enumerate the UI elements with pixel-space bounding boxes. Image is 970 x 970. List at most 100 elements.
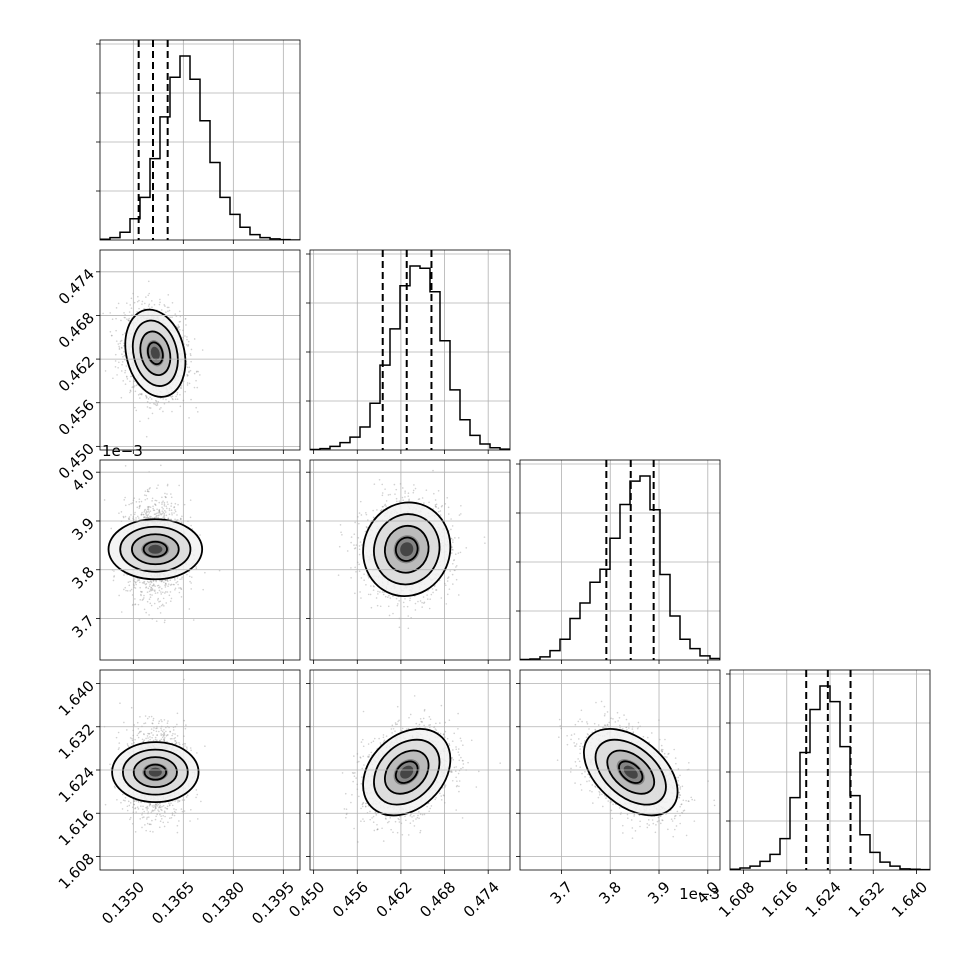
scatter-point xyxy=(161,496,163,499)
scatter-point xyxy=(146,580,149,583)
scatter-point xyxy=(372,585,375,587)
scatter-point xyxy=(180,588,183,591)
scatter-point xyxy=(147,508,150,511)
scatter-point xyxy=(120,319,122,322)
scatter-point xyxy=(149,588,152,591)
scatter-point xyxy=(157,597,160,600)
scatter-point xyxy=(140,591,143,593)
scatter-point xyxy=(160,513,162,515)
scatter-point xyxy=(168,400,170,403)
scatter-point xyxy=(147,417,150,420)
scatter-point xyxy=(149,396,151,399)
scatter-point xyxy=(122,515,125,518)
scatter-point xyxy=(140,593,142,596)
scatter-point xyxy=(134,406,136,409)
scatter-point xyxy=(143,594,145,597)
scatter-point xyxy=(119,340,122,343)
scatter-point xyxy=(150,398,153,400)
scatter-point xyxy=(125,375,128,378)
scatter-point xyxy=(131,386,134,389)
scatter-point xyxy=(143,516,145,519)
scatter-point xyxy=(146,511,148,513)
scatter-point xyxy=(182,380,185,383)
scatter-point xyxy=(176,514,178,516)
scatter-point xyxy=(168,513,171,516)
scatter-point xyxy=(142,598,144,601)
scatter-point xyxy=(111,318,114,320)
scatter-point xyxy=(423,601,426,604)
scatter-point xyxy=(146,591,149,593)
scatter-point xyxy=(357,536,360,539)
scatter-point xyxy=(127,319,130,322)
scatter-point xyxy=(177,324,180,326)
scatter-point xyxy=(452,541,454,544)
scatter-point xyxy=(149,602,152,605)
scatter-point xyxy=(157,516,159,519)
scatter-point xyxy=(147,294,150,297)
scatter-point xyxy=(168,509,171,512)
scatter-point xyxy=(446,496,449,499)
scatter-point xyxy=(161,510,164,512)
scatter-point xyxy=(137,394,140,396)
scatter-point xyxy=(346,550,349,552)
scatter-point xyxy=(190,348,193,351)
scatter-point xyxy=(384,503,387,506)
scatter-point xyxy=(165,591,167,593)
scatter-point xyxy=(413,484,415,486)
scatter-point xyxy=(146,401,149,403)
scatter-point xyxy=(154,503,156,505)
scatter-point xyxy=(178,321,181,323)
scatter-point xyxy=(189,580,191,583)
scatter-point xyxy=(153,517,156,519)
scatter-point xyxy=(444,584,447,587)
scatter-point xyxy=(163,512,166,515)
scatter-point xyxy=(131,604,134,606)
scatter-point xyxy=(123,574,125,576)
scatter-point xyxy=(147,398,150,400)
scatter-point xyxy=(158,509,160,512)
scatter-point xyxy=(143,509,146,512)
scatter-point xyxy=(440,505,443,508)
scatter-point xyxy=(125,365,128,367)
density-shade xyxy=(150,346,160,360)
scatter-point xyxy=(179,586,182,589)
scatter-point xyxy=(126,318,128,320)
scatter-point xyxy=(353,547,356,550)
scatter-point xyxy=(148,614,150,616)
scatter-point xyxy=(175,395,177,398)
scatter-point xyxy=(365,513,368,516)
scatter-point xyxy=(148,590,151,593)
scatter-point xyxy=(186,366,189,369)
scatter-point xyxy=(129,375,132,378)
scatter-point xyxy=(143,307,145,310)
scatter-point xyxy=(116,374,118,376)
scatter-point xyxy=(163,581,165,584)
scatter-point xyxy=(188,370,190,373)
scatter-point xyxy=(140,393,142,396)
scatter-point xyxy=(365,583,367,586)
scatter-point xyxy=(190,576,193,578)
scatter-point xyxy=(160,580,163,583)
scatter-point xyxy=(152,507,154,510)
scatter-point xyxy=(126,378,129,380)
scatter-point xyxy=(177,325,180,328)
scatter-point xyxy=(157,599,159,601)
scatter-point xyxy=(176,398,179,400)
scatter-point xyxy=(392,612,394,615)
scatter-point xyxy=(380,509,382,512)
scatter-point xyxy=(123,354,126,357)
scatter-point xyxy=(176,391,179,394)
scatter-point xyxy=(139,599,142,601)
scatter-point xyxy=(115,329,117,332)
scatter-point xyxy=(115,317,117,320)
scatter-point xyxy=(136,300,139,303)
scatter-point xyxy=(170,518,172,521)
scatter-point xyxy=(157,484,159,486)
scatter-point xyxy=(179,315,182,318)
scatter-point xyxy=(136,580,139,582)
scatter-point xyxy=(186,336,188,338)
scatter-point xyxy=(121,353,123,356)
scatter-point xyxy=(149,580,152,583)
scatter-point xyxy=(154,516,157,518)
scatter-point xyxy=(132,385,135,388)
